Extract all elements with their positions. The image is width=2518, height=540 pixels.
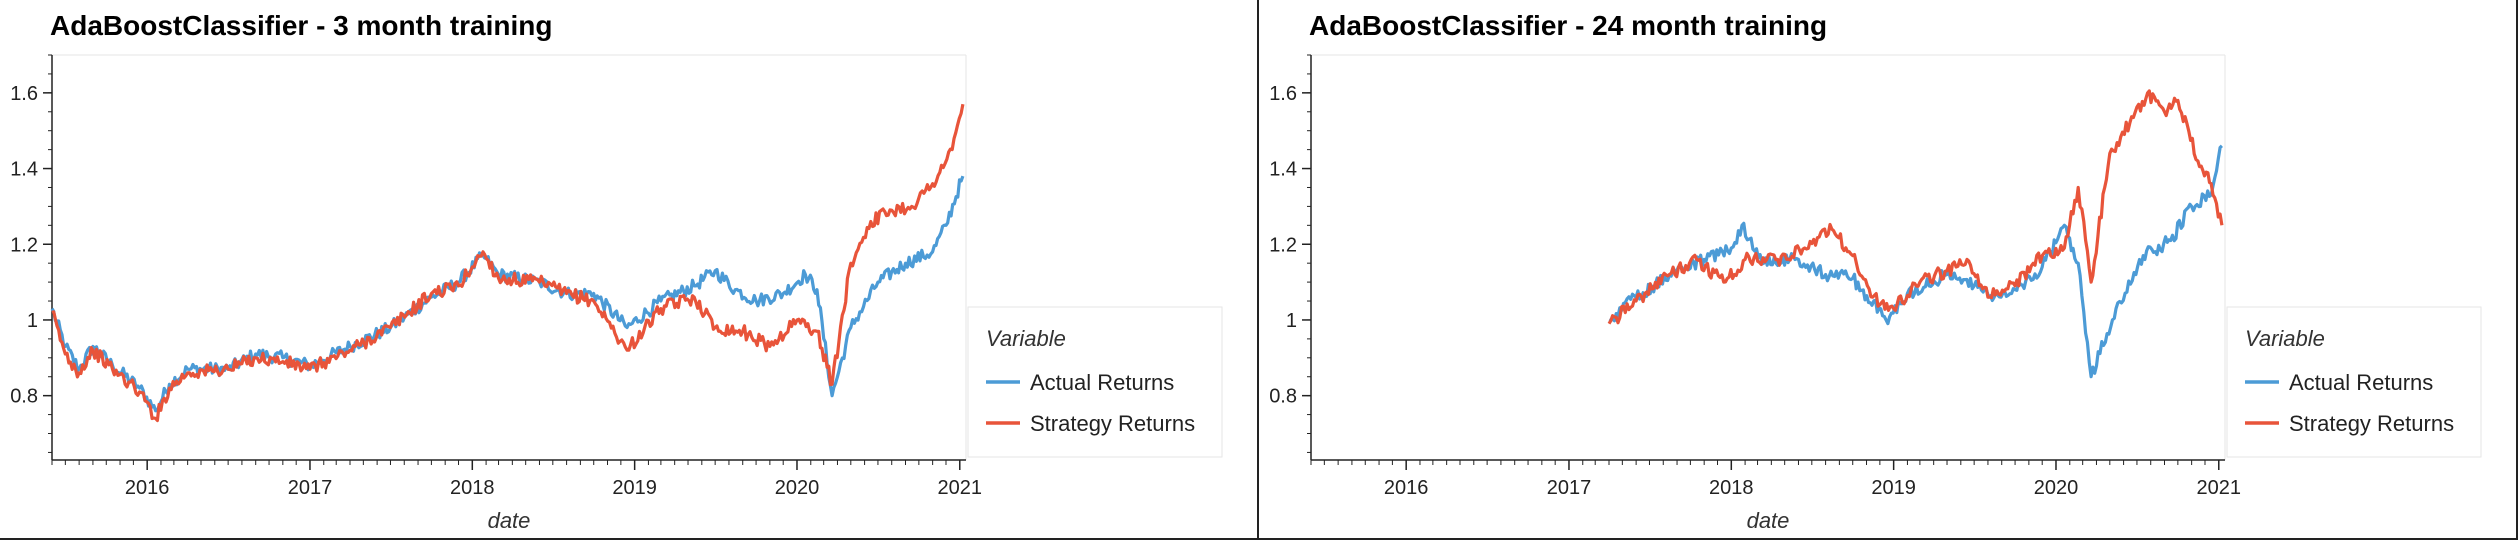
legend-label: Actual Returns — [1030, 370, 1174, 395]
y-tick-label: 1 — [27, 310, 38, 332]
x-tick-label: 2019 — [1871, 477, 1916, 499]
y-tick-label: 1.4 — [10, 159, 38, 181]
legend-title: Variable — [986, 326, 1066, 351]
x-tick-label: 2016 — [125, 477, 170, 499]
series-line-strategy-returns — [1607, 89, 2224, 325]
x-axis-title: date — [1747, 508, 1790, 533]
series-line-actual-returns — [50, 175, 965, 413]
legend-label: Strategy Returns — [1030, 411, 1195, 436]
chart-panel-24-month: AdaBoostClassifier - 24 month training 0… — [1259, 0, 2518, 540]
y-tick-label: 1 — [1286, 310, 1297, 332]
x-tick-label: 2017 — [1547, 477, 1592, 499]
legend-label: Strategy Returns — [2289, 411, 2454, 436]
x-tick-label: 2021 — [2197, 477, 2242, 499]
series-line-strategy-returns — [51, 103, 965, 423]
x-tick-label: 2018 — [1709, 477, 1754, 499]
chart-panel-3-month: AdaBoostClassifier - 3 month training 0.… — [10, 0, 1259, 540]
legend-label: Actual Returns — [2289, 370, 2433, 395]
series-line-actual-returns — [1608, 144, 2223, 379]
line-chart-3-month: 0.8 1 1.2 1.4 1.6 2016 2017 2018 2019 2020 2021 dat… — [10, 54, 1223, 533]
y-tick-label: 1.2 — [1269, 234, 1297, 256]
x-tick-label: 2018 — [450, 477, 495, 499]
y-tick-label: 1.6 — [10, 83, 38, 105]
line-chart-24-month: 0.8 1 1.2 1.4 1.6 2016 2017 2018 2019 2020 2021 dat… — [1269, 54, 2482, 533]
x-tick-label: 2021 — [938, 477, 983, 499]
x-tick-label: 2020 — [775, 477, 820, 499]
legend-title: Variable — [2245, 326, 2325, 351]
chart-title: AdaBoostClassifier - 24 month training — [1309, 10, 1828, 41]
y-tick-label: 1.2 — [10, 234, 38, 256]
x-tick-label: 2020 — [2034, 477, 2079, 499]
bottom-border — [0, 538, 2518, 540]
y-tick-label: 0.8 — [1269, 386, 1297, 408]
x-tick-label: 2017 — [288, 477, 333, 499]
x-tick-label: 2016 — [1384, 477, 1429, 499]
y-tick-label: 1.4 — [1269, 159, 1297, 181]
x-axis-title: date — [488, 508, 531, 533]
y-tick-label: 1.6 — [1269, 83, 1297, 105]
y-tick-label: 0.8 — [10, 386, 38, 408]
x-tick-label: 2019 — [612, 477, 657, 499]
chart-title: AdaBoostClassifier - 3 month training — [50, 10, 553, 41]
